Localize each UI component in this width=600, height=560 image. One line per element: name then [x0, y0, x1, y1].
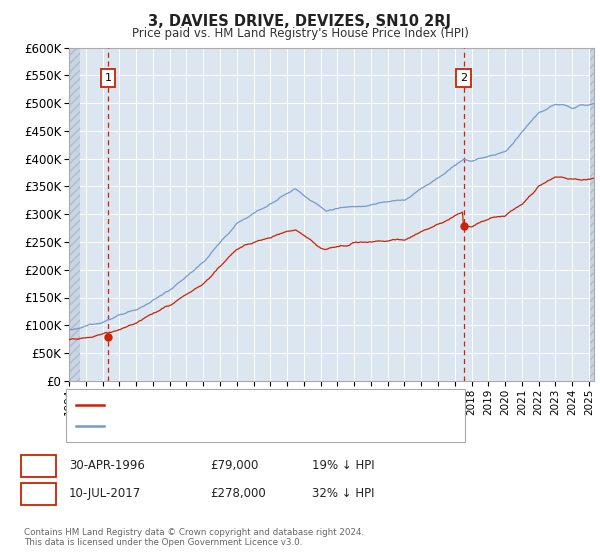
- Text: £278,000: £278,000: [210, 487, 266, 501]
- Text: Contains HM Land Registry data © Crown copyright and database right 2024.
This d: Contains HM Land Registry data © Crown c…: [24, 528, 364, 547]
- Text: 2: 2: [34, 487, 43, 501]
- Bar: [590, 48, 598, 381]
- Text: 10-JUL-2017: 10-JUL-2017: [69, 487, 141, 501]
- Text: Price paid vs. HM Land Registry's House Price Index (HPI): Price paid vs. HM Land Registry's House …: [131, 27, 469, 40]
- Text: 32% ↓ HPI: 32% ↓ HPI: [312, 487, 374, 501]
- Text: 1: 1: [104, 73, 112, 83]
- Text: 3, DAVIES DRIVE, DEVIZES, SN10 2RJ (detached house): 3, DAVIES DRIVE, DEVIZES, SN10 2RJ (deta…: [108, 400, 410, 410]
- Text: £79,000: £79,000: [210, 459, 259, 473]
- Text: 1: 1: [34, 459, 43, 473]
- Bar: [69, 48, 80, 381]
- Text: 2: 2: [460, 73, 467, 83]
- Text: 30-APR-1996: 30-APR-1996: [69, 459, 145, 473]
- Text: 3, DAVIES DRIVE, DEVIZES, SN10 2RJ: 3, DAVIES DRIVE, DEVIZES, SN10 2RJ: [149, 14, 452, 29]
- Text: HPI: Average price, detached house, Wiltshire: HPI: Average price, detached house, Wilt…: [108, 421, 358, 431]
- Text: 19% ↓ HPI: 19% ↓ HPI: [312, 459, 374, 473]
